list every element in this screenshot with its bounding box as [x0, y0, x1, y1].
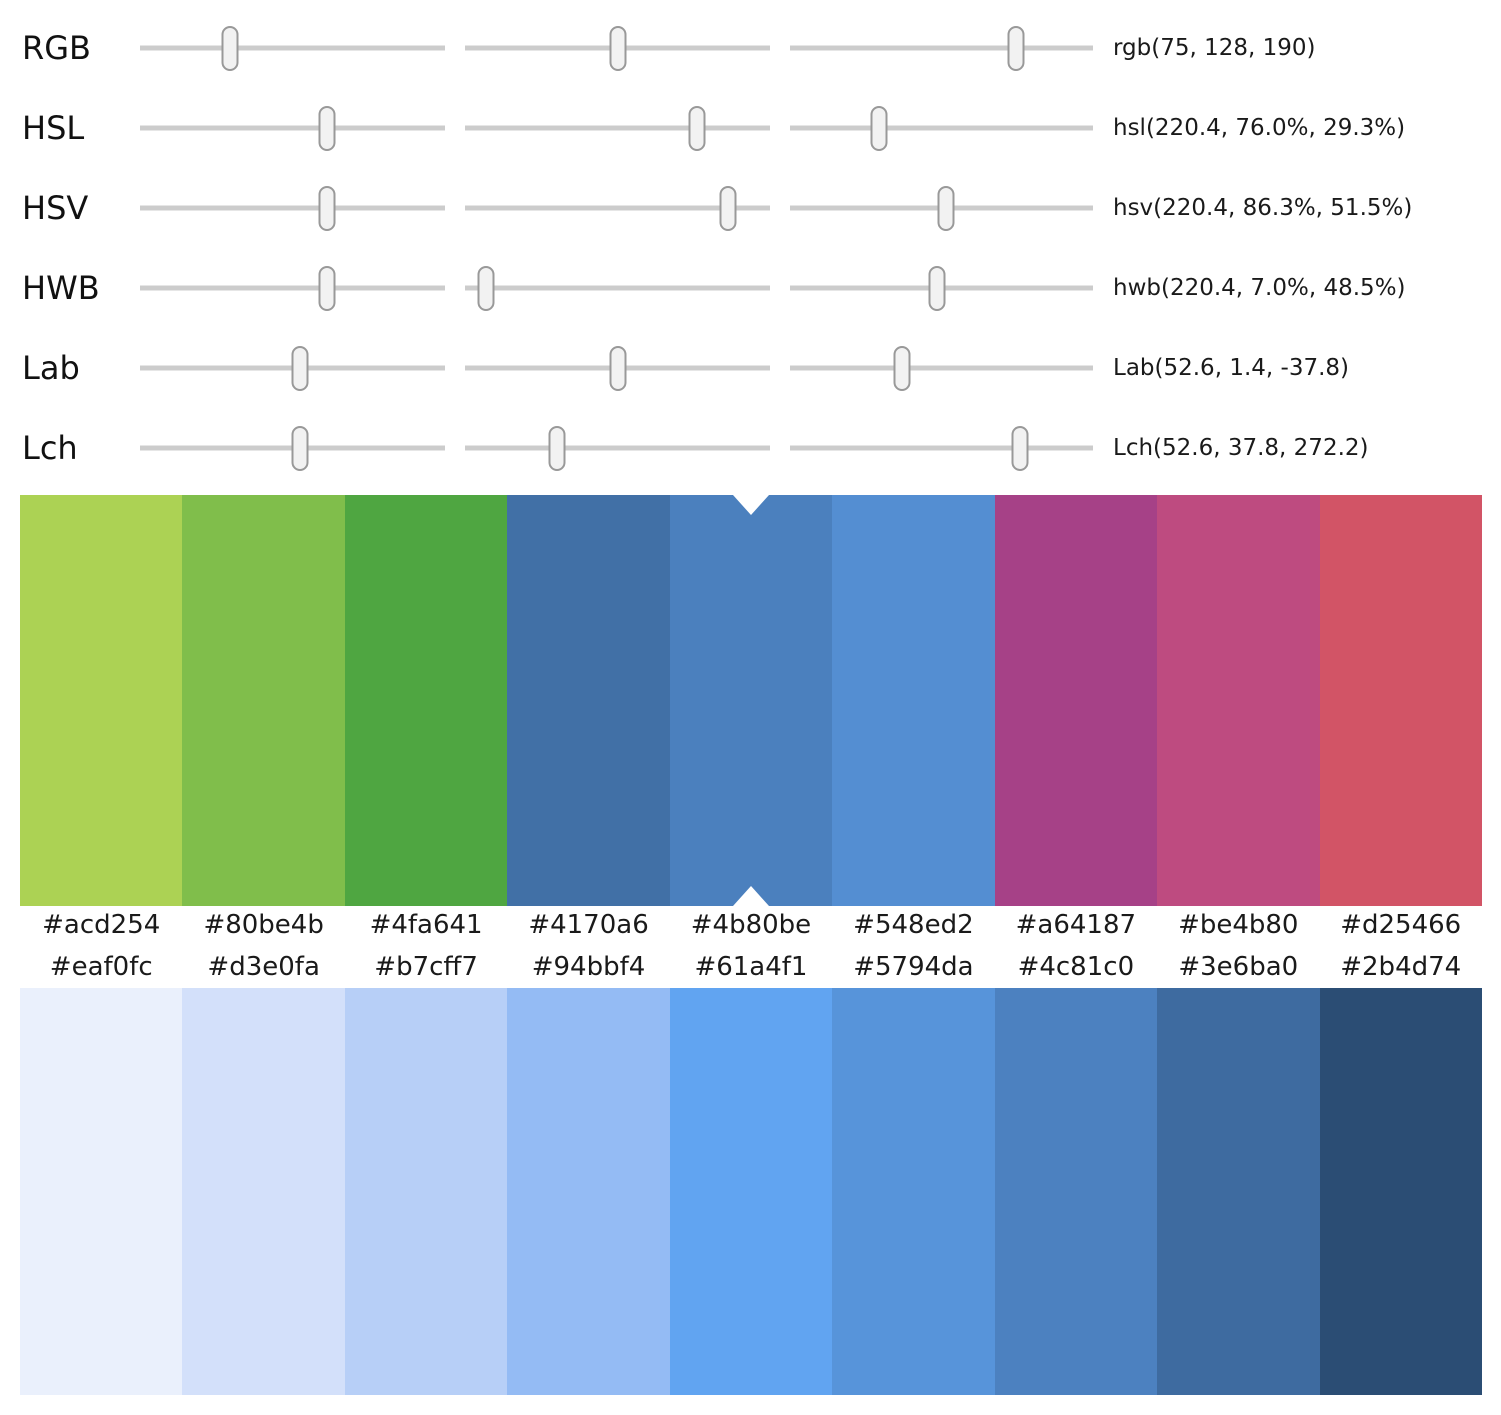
shade-palette-hex-label-0: #eaf0fc — [49, 952, 153, 982]
slider-row-hsl: HSL hsl(220.4, 76.0%, 29.3%) — [0, 88, 1501, 168]
colorspace-value: hsl(220.4, 76.0%, 29.3%) — [1113, 115, 1406, 141]
selected-swatch-notch-top-icon — [732, 495, 769, 515]
shade-palette-swatch-0[interactable] — [20, 988, 183, 1395]
shade-palette-swatch-3[interactable] — [507, 988, 670, 1395]
rgb-slider-track-1[interactable] — [465, 25, 770, 71]
shade-palette-hex-label-8: #2b4d74 — [1340, 952, 1462, 982]
hwb-slider-thumb-2[interactable] — [928, 265, 946, 311]
lab-slider-thumb-1[interactable] — [609, 345, 626, 391]
hue-palette-hex-label-2: #4fa641 — [369, 910, 483, 940]
colorspace-label: RGB — [22, 29, 91, 67]
colorspace-value: rgb(75, 128, 190) — [1113, 35, 1316, 61]
colorspace-label: HSV — [22, 189, 89, 227]
shade-palette-hex-label-6: #4c81c0 — [1017, 952, 1135, 982]
hsl-slider-track-0[interactable] — [140, 105, 445, 151]
selected-swatch-notch-bottom-icon — [732, 886, 769, 906]
hsv-slider-thumb-2[interactable] — [937, 185, 955, 231]
lab-slider-track-2[interactable] — [790, 345, 1093, 391]
slider-row-rgb: RGB rgb(75, 128, 190) — [0, 8, 1501, 88]
shade-palette-hex-label-7: #3e6ba0 — [1178, 952, 1299, 982]
lch-slider-track-0[interactable] — [140, 425, 445, 471]
hue-palette-hex-label-0: #acd254 — [42, 910, 161, 940]
colorspace-label: HSL — [22, 109, 85, 147]
lab-slider-track-0[interactable] — [140, 345, 445, 391]
shade-palette — [20, 988, 1482, 1395]
hwb-slider-thumb-0[interactable] — [318, 265, 336, 311]
hue-palette-swatch-3[interactable] — [507, 495, 670, 906]
lch-slider-thumb-1[interactable] — [548, 425, 565, 471]
slider-row-lch: Lch Lch(52.6, 37.8, 272.2) — [0, 408, 1501, 488]
lch-slider-thumb-0[interactable] — [291, 425, 309, 471]
hsv-slider-track-1[interactable] — [465, 185, 770, 231]
hsv-slider-track-2[interactable] — [790, 185, 1093, 231]
shade-palette-swatch-2[interactable] — [344, 988, 508, 1395]
rgb-slider-track-0[interactable] — [140, 25, 445, 71]
rgb-slider-track-2[interactable] — [790, 25, 1093, 71]
colorspace-value: hwb(220.4, 7.0%, 48.5%) — [1113, 275, 1406, 301]
hue-palette-swatch-2[interactable] — [344, 495, 508, 906]
hue-palette-swatch-6[interactable] — [994, 495, 1158, 906]
rgb-slider-thumb-1[interactable] — [609, 25, 627, 71]
shade-palette-hex-label-1: #d3e0fa — [207, 952, 320, 982]
slider-row-hsv: HSV hsv(220.4, 86.3%, 51.5%) — [0, 168, 1501, 248]
lab-slider-thumb-0[interactable] — [291, 345, 309, 391]
hue-palette-swatch-4[interactable] — [669, 495, 833, 906]
hue-palette-swatch-7[interactable] — [1157, 495, 1320, 906]
hsv-slider-thumb-0[interactable] — [318, 185, 336, 231]
colorspace-label: HWB — [22, 269, 100, 307]
colorspace-label: Lab — [22, 349, 80, 387]
hsl-slider-thumb-2[interactable] — [870, 105, 888, 151]
lch-slider-thumb-2[interactable] — [1011, 425, 1029, 471]
shade-hex-labels: #eaf0fc #d3e0fa #b7cff7 #94bbf4 #61a4f1 #5794… — [20, 948, 1482, 986]
rgb-slider-thumb-0[interactable] — [221, 25, 239, 71]
hsl-slider-track-1[interactable] — [465, 105, 770, 151]
shade-palette-hex-label-2: #b7cff7 — [374, 952, 478, 982]
hwb-slider-track-0[interactable] — [140, 265, 445, 311]
shade-palette-hex-label-4: #61a4f1 — [694, 952, 808, 982]
shade-palette-swatch-1[interactable] — [182, 988, 345, 1395]
shade-palette-hex-label-3: #94bbf4 — [531, 952, 646, 982]
hue-palette-hex-label-3: #4170a6 — [528, 910, 649, 940]
hsl-slider-thumb-1[interactable] — [688, 105, 706, 151]
hue-palette-hex-label-6: #a64187 — [1015, 910, 1137, 940]
shade-palette-hex-label-5: #5794da — [853, 952, 974, 982]
hsl-slider-track-2[interactable] — [790, 105, 1093, 151]
colorspace-label: Lch — [22, 429, 78, 467]
rgb-slider-thumb-2[interactable] — [1007, 25, 1025, 71]
hwb-slider-thumb-1[interactable] — [477, 265, 495, 311]
colorspace-value: Lch(52.6, 37.8, 272.2) — [1113, 435, 1369, 461]
hue-palette-swatch-8[interactable] — [1319, 495, 1482, 906]
hue-palette-hex-label-7: #be4b80 — [1178, 910, 1299, 940]
hsv-slider-thumb-1[interactable] — [719, 185, 737, 231]
colorspace-value: Lab(52.6, 1.4, -37.8) — [1113, 355, 1349, 381]
hue-palette-hex-label-1: #80be4b — [203, 910, 324, 940]
hue-palette-hex-label-8: #d25466 — [1340, 910, 1462, 940]
shade-palette-swatch-7[interactable] — [1157, 988, 1320, 1395]
shade-palette-swatch-5[interactable] — [832, 988, 995, 1395]
hue-palette-swatch-0[interactable] — [20, 495, 183, 906]
shade-palette-swatch-8[interactable] — [1319, 988, 1482, 1395]
hue-palette-swatch-1[interactable] — [182, 495, 345, 906]
hsv-slider-track-0[interactable] — [140, 185, 445, 231]
hue-hex-labels: #acd254 #80be4b #4fa641 #4170a6 #4b80be #548e… — [20, 906, 1482, 944]
lch-slider-track-2[interactable] — [790, 425, 1093, 471]
hwb-slider-track-1[interactable] — [465, 265, 770, 311]
hue-palette-swatch-5[interactable] — [832, 495, 995, 906]
lab-slider-thumb-2[interactable] — [893, 345, 911, 391]
lab-slider-track-1[interactable] — [465, 345, 770, 391]
shade-palette-swatch-4[interactable] — [669, 988, 833, 1395]
lch-slider-track-1[interactable] — [465, 425, 770, 471]
colorspace-value: hsv(220.4, 86.3%, 51.5%) — [1113, 195, 1413, 221]
hue-palette-hex-label-4: #4b80be — [690, 910, 812, 940]
hwb-slider-track-2[interactable] — [790, 265, 1093, 311]
shade-palette-swatch-6[interactable] — [994, 988, 1158, 1395]
hue-palette-hex-label-5: #548ed2 — [853, 910, 974, 940]
hue-palette — [20, 495, 1482, 906]
hsl-slider-thumb-0[interactable] — [318, 105, 336, 151]
slider-row-hwb: HWB hwb(220.4, 7.0%, 48.5%) — [0, 248, 1501, 328]
slider-row-lab: Lab Lab(52.6, 1.4, -37.8) — [0, 328, 1501, 408]
